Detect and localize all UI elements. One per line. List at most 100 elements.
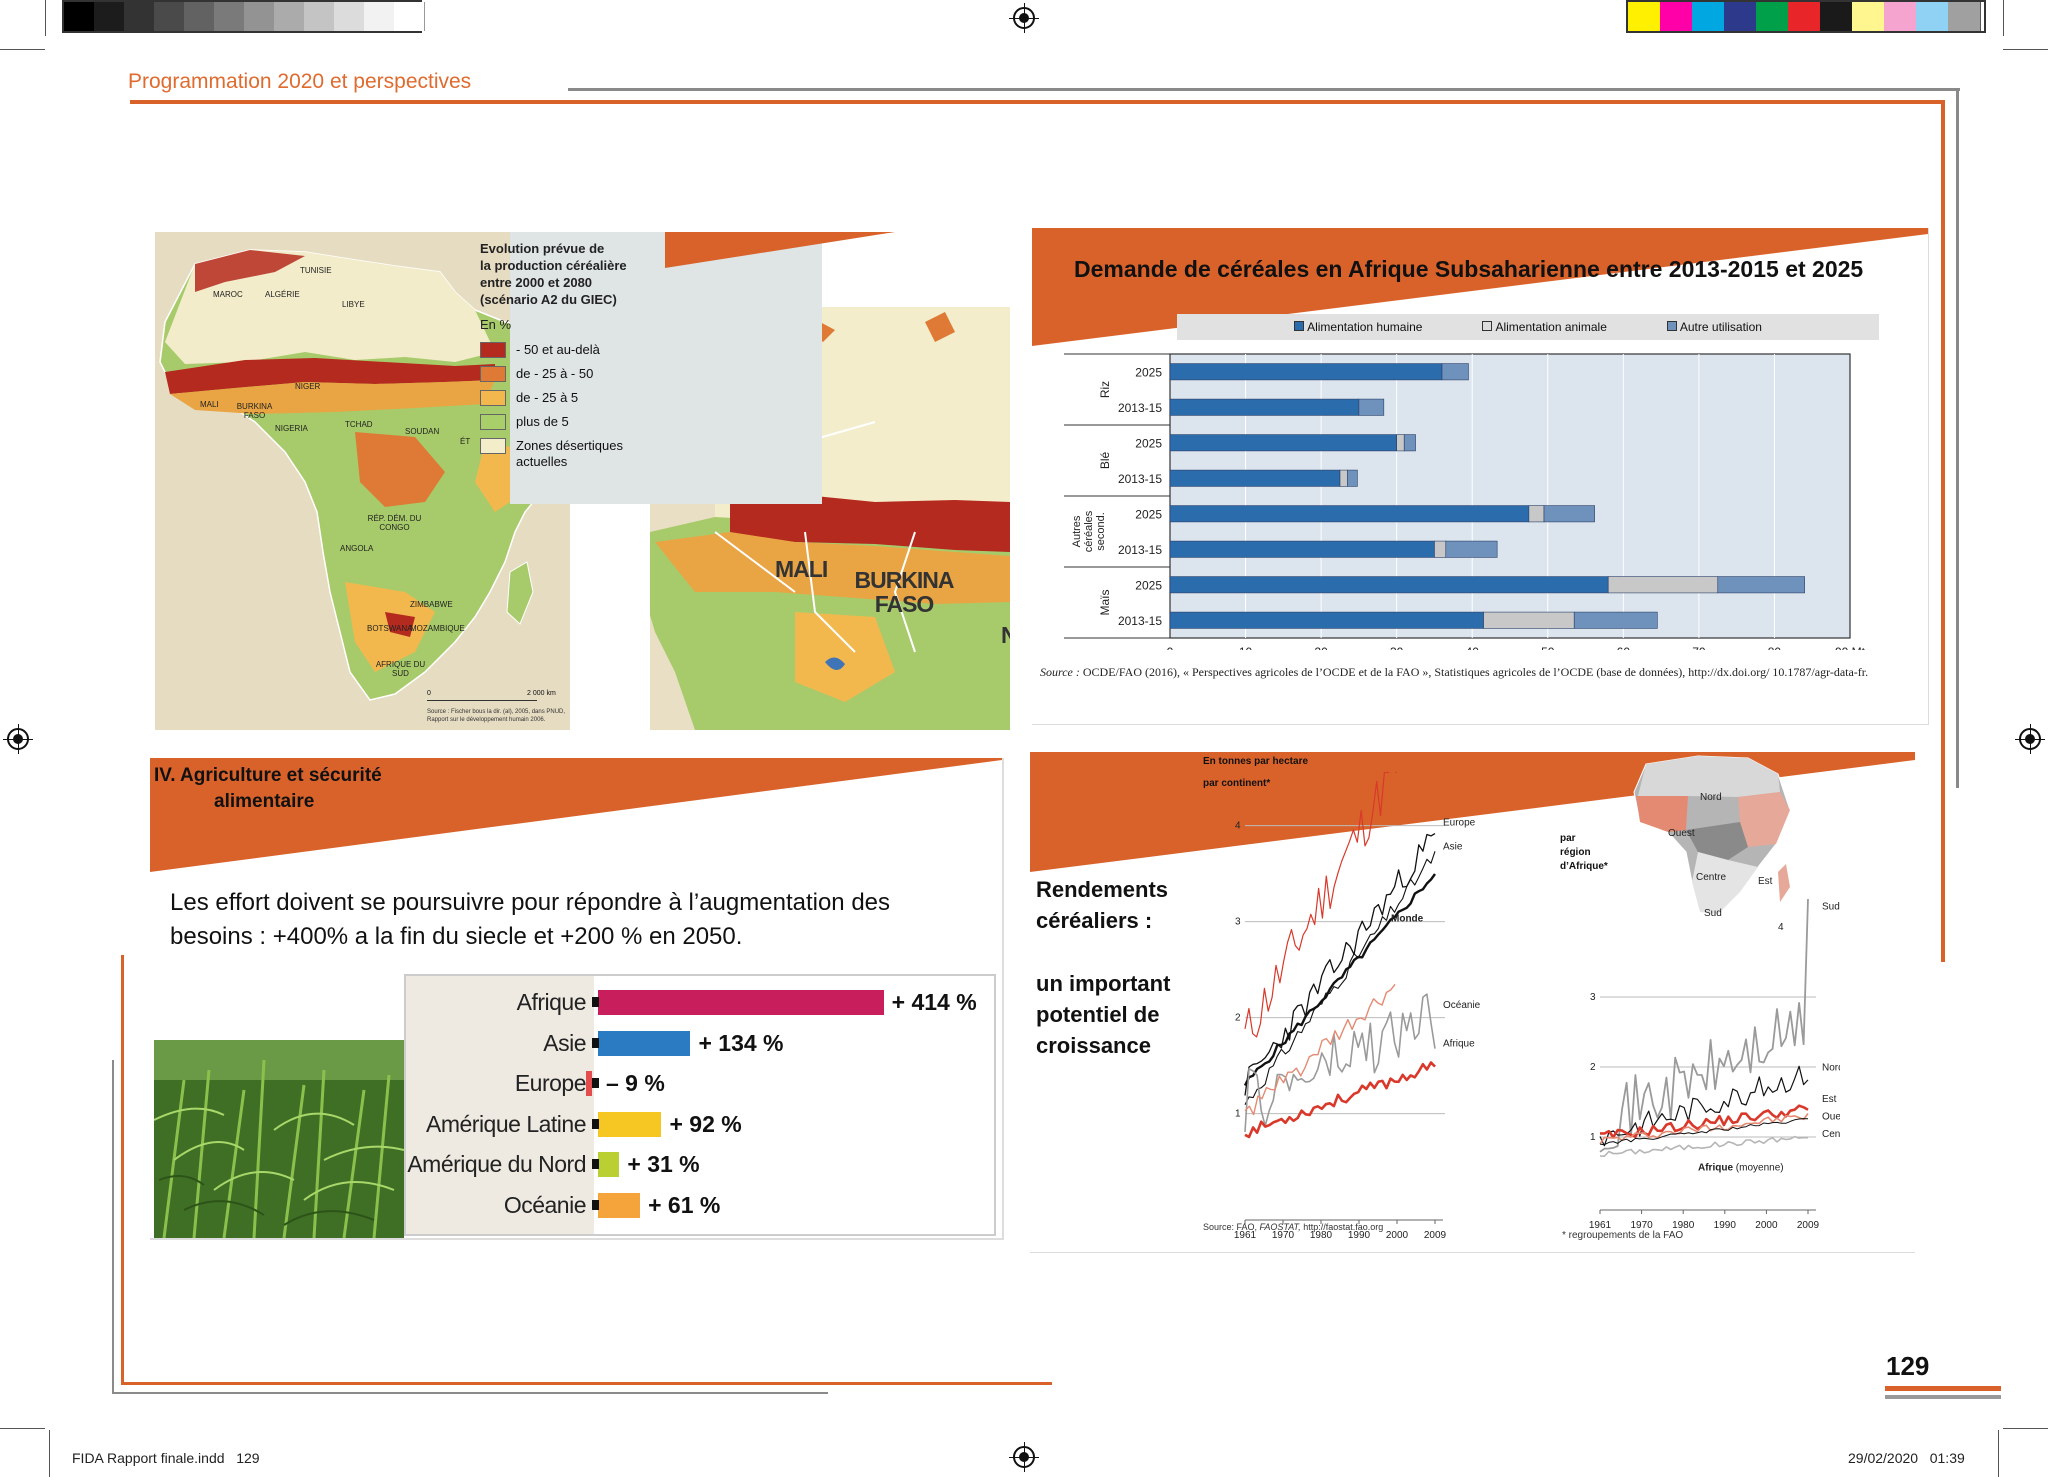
crop-mark — [1998, 1430, 1999, 1477]
yields-source-prefix: Source: FAO, — [1203, 1222, 1258, 1232]
map-legend-swatch — [480, 438, 506, 454]
y-tick: 1 — [1590, 1132, 1596, 1143]
section-title: Programmation 2020 et perspectives — [128, 70, 472, 93]
x-tick: 1990 — [1714, 1220, 1737, 1231]
color-bar — [1626, 0, 1986, 33]
grayscale-swatch — [184, 2, 215, 31]
map-legend-swatch — [480, 414, 506, 430]
group-label: Autres — [1071, 515, 1083, 547]
frame-bottom-gray — [112, 1392, 828, 1394]
needs-bar-marker — [592, 1199, 599, 1210]
sahel-orange-band — [170, 380, 495, 414]
x-tick: 1961 — [1589, 1220, 1612, 1231]
grayscale-swatch — [154, 2, 185, 31]
bar-segment — [1169, 576, 1609, 594]
series-label: Centre — [1822, 1129, 1840, 1140]
sahara-zone — [165, 250, 495, 364]
legend-label: Alimentation humaine — [1307, 320, 1423, 334]
grayscale-bar — [62, 0, 425, 33]
plot-area — [1169, 353, 1851, 639]
map-legend-row: Zones désertiques actuelles — [480, 438, 670, 470]
needs-bar — [598, 1111, 662, 1137]
group-label: Riz — [1098, 381, 1112, 398]
y-tick: 3 — [1590, 992, 1596, 1003]
line-ouest — [1599, 1113, 1809, 1145]
line-asie — [1244, 851, 1436, 1106]
country-label: ZIMBABWE — [410, 600, 453, 609]
country-label: ÉT — [460, 437, 471, 446]
needs-category-label: Amérique du Nord — [407, 1151, 586, 1177]
x-tick: 50 — [1541, 645, 1555, 650]
x-tick: 2000 — [1386, 1230, 1409, 1241]
needs-bar — [598, 1030, 691, 1056]
crop-mark — [0, 49, 45, 50]
region-label: Centre — [1696, 872, 1727, 883]
country-label: MALI — [200, 400, 219, 409]
x-tick: 70 — [1692, 645, 1706, 650]
needs-category-label: Océanie — [503, 1191, 587, 1218]
central-orange — [355, 432, 445, 507]
crop-mark — [0, 1428, 45, 1429]
page-number-orange-line — [1885, 1386, 2001, 1391]
x-tick: 60 — [1617, 645, 1631, 650]
crop-mark — [45, 0, 46, 36]
row-label: 2013-15 — [1118, 401, 1162, 415]
needs-bar-marker — [592, 997, 599, 1007]
map-legend-label: - 50 et au-delà — [516, 342, 600, 357]
color-swatch — [1884, 2, 1917, 31]
needs-bar-marker — [592, 1037, 599, 1048]
line-ameriques-low — [1244, 983, 1396, 1116]
africa-regions-map — [1633, 755, 1791, 915]
frame-right-orange — [1941, 100, 1945, 962]
bar-segment — [1358, 398, 1385, 416]
agri-body-text: Les effort doivent se poursuivre pour ré… — [170, 889, 891, 950]
country-label: RÉP. DÉM. DU CONGO — [367, 514, 422, 532]
yields-source: Source: FAO, FAOSTAT, http://faostat.fao… — [1203, 1222, 1383, 1232]
group-label: Blé — [1098, 452, 1112, 470]
line-oceanie — [1244, 993, 1436, 1132]
africa-map — [155, 232, 1010, 730]
bar-segment — [1607, 576, 1719, 594]
zoom-label-mali: MALI — [775, 556, 828, 582]
x-tick: 2000 — [1755, 1220, 1778, 1231]
map-legend-title-line: entre 2000 et 2080 — [480, 275, 593, 290]
cereal-source-text: OCDE/FAO (2016), « Perspectives agricole… — [1082, 665, 1869, 679]
yields-panel: Rendements céréaliers : un important pot… — [1030, 752, 1915, 1253]
needs-value-label: + 92 % — [669, 1110, 742, 1137]
map-legend-unit: En % — [480, 317, 512, 332]
country-label: SOUDAN — [405, 427, 440, 436]
line-est — [1599, 1104, 1809, 1139]
bar-segment — [1573, 611, 1658, 629]
map-legend-label: Zones désertiques actuelles — [516, 438, 623, 469]
bar-segment — [1396, 434, 1405, 452]
page-number: 129 — [1886, 1351, 1930, 1381]
y-tick: 1 — [1235, 1109, 1241, 1120]
group-label: céréales — [1083, 510, 1095, 552]
grayscale-swatch — [244, 2, 275, 31]
north-red-band — [195, 250, 305, 292]
x-tick: 80 — [1768, 645, 1782, 650]
agri-orange-wedge — [150, 758, 1002, 872]
yields-left-title-2: par continent* — [1203, 778, 1271, 789]
row-label: 2013-15 — [1118, 614, 1162, 628]
needs-chart-label-bg — [406, 976, 594, 1234]
grayscale-swatch — [304, 2, 335, 31]
country-label: NIGERIA — [275, 424, 308, 433]
country-label: TUNISIE — [300, 266, 332, 275]
x-tick: 40 — [1466, 645, 1480, 650]
yields-right-title-line: d’Afrique* — [1560, 861, 1608, 872]
series-label: Europe — [1443, 818, 1476, 829]
color-swatch — [1820, 2, 1853, 31]
needs-bar — [585, 1071, 592, 1096]
country-label: LIBYE — [342, 300, 365, 309]
crop-mark — [49, 1430, 50, 1477]
x-tick: 1970 — [1630, 1220, 1653, 1231]
needs-value-label: – 9 % — [606, 1070, 665, 1096]
region-label: Nord — [1700, 792, 1722, 803]
x-tick: 90 Mt — [1835, 645, 1866, 650]
map-legend-row: - 50 et au-delà — [480, 342, 670, 358]
cereal-legend: Alimentation humaine Alimentation animal… — [1177, 314, 1879, 340]
yields-source-url: http://faostat.fao.org — [1303, 1222, 1384, 1232]
yields-right-title-line: région — [1560, 847, 1591, 858]
map-legend-label: de - 25 à - 50 — [516, 366, 594, 381]
